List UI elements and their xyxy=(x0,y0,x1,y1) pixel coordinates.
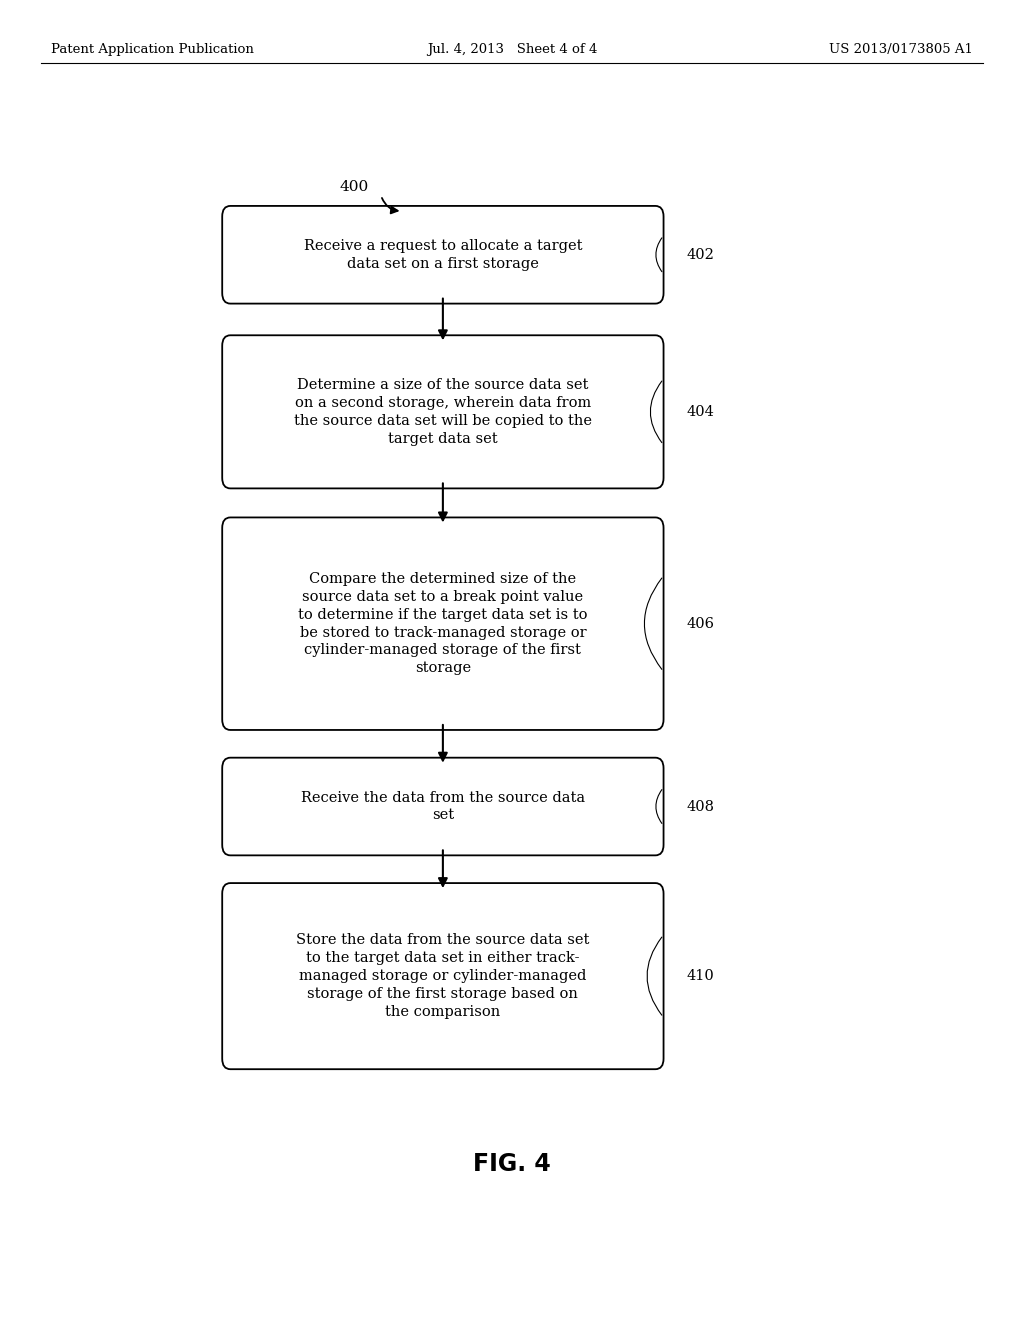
FancyBboxPatch shape xyxy=(222,758,664,855)
Text: 400: 400 xyxy=(340,181,370,194)
FancyBboxPatch shape xyxy=(222,335,664,488)
Text: Store the data from the source data set
to the target data set in either track-
: Store the data from the source data set … xyxy=(296,933,590,1019)
Text: 402: 402 xyxy=(686,248,714,261)
FancyBboxPatch shape xyxy=(222,517,664,730)
Text: Patent Application Publication: Patent Application Publication xyxy=(51,44,254,55)
Text: Determine a size of the source data set
on a second storage, wherein data from
t: Determine a size of the source data set … xyxy=(294,378,592,446)
Text: 410: 410 xyxy=(686,969,714,983)
Text: Compare the determined size of the
source data set to a break point value
to det: Compare the determined size of the sourc… xyxy=(298,572,588,676)
FancyBboxPatch shape xyxy=(222,883,664,1069)
Text: 408: 408 xyxy=(686,800,714,813)
Text: 404: 404 xyxy=(686,405,714,418)
Text: Jul. 4, 2013   Sheet 4 of 4: Jul. 4, 2013 Sheet 4 of 4 xyxy=(427,44,597,55)
Text: Receive the data from the source data
set: Receive the data from the source data se… xyxy=(301,791,585,822)
FancyBboxPatch shape xyxy=(222,206,664,304)
Text: 406: 406 xyxy=(686,616,714,631)
Text: Receive a request to allocate a target
data set on a first storage: Receive a request to allocate a target d… xyxy=(304,239,582,271)
Text: FIG. 4: FIG. 4 xyxy=(473,1152,551,1176)
Text: US 2013/0173805 A1: US 2013/0173805 A1 xyxy=(828,44,973,55)
